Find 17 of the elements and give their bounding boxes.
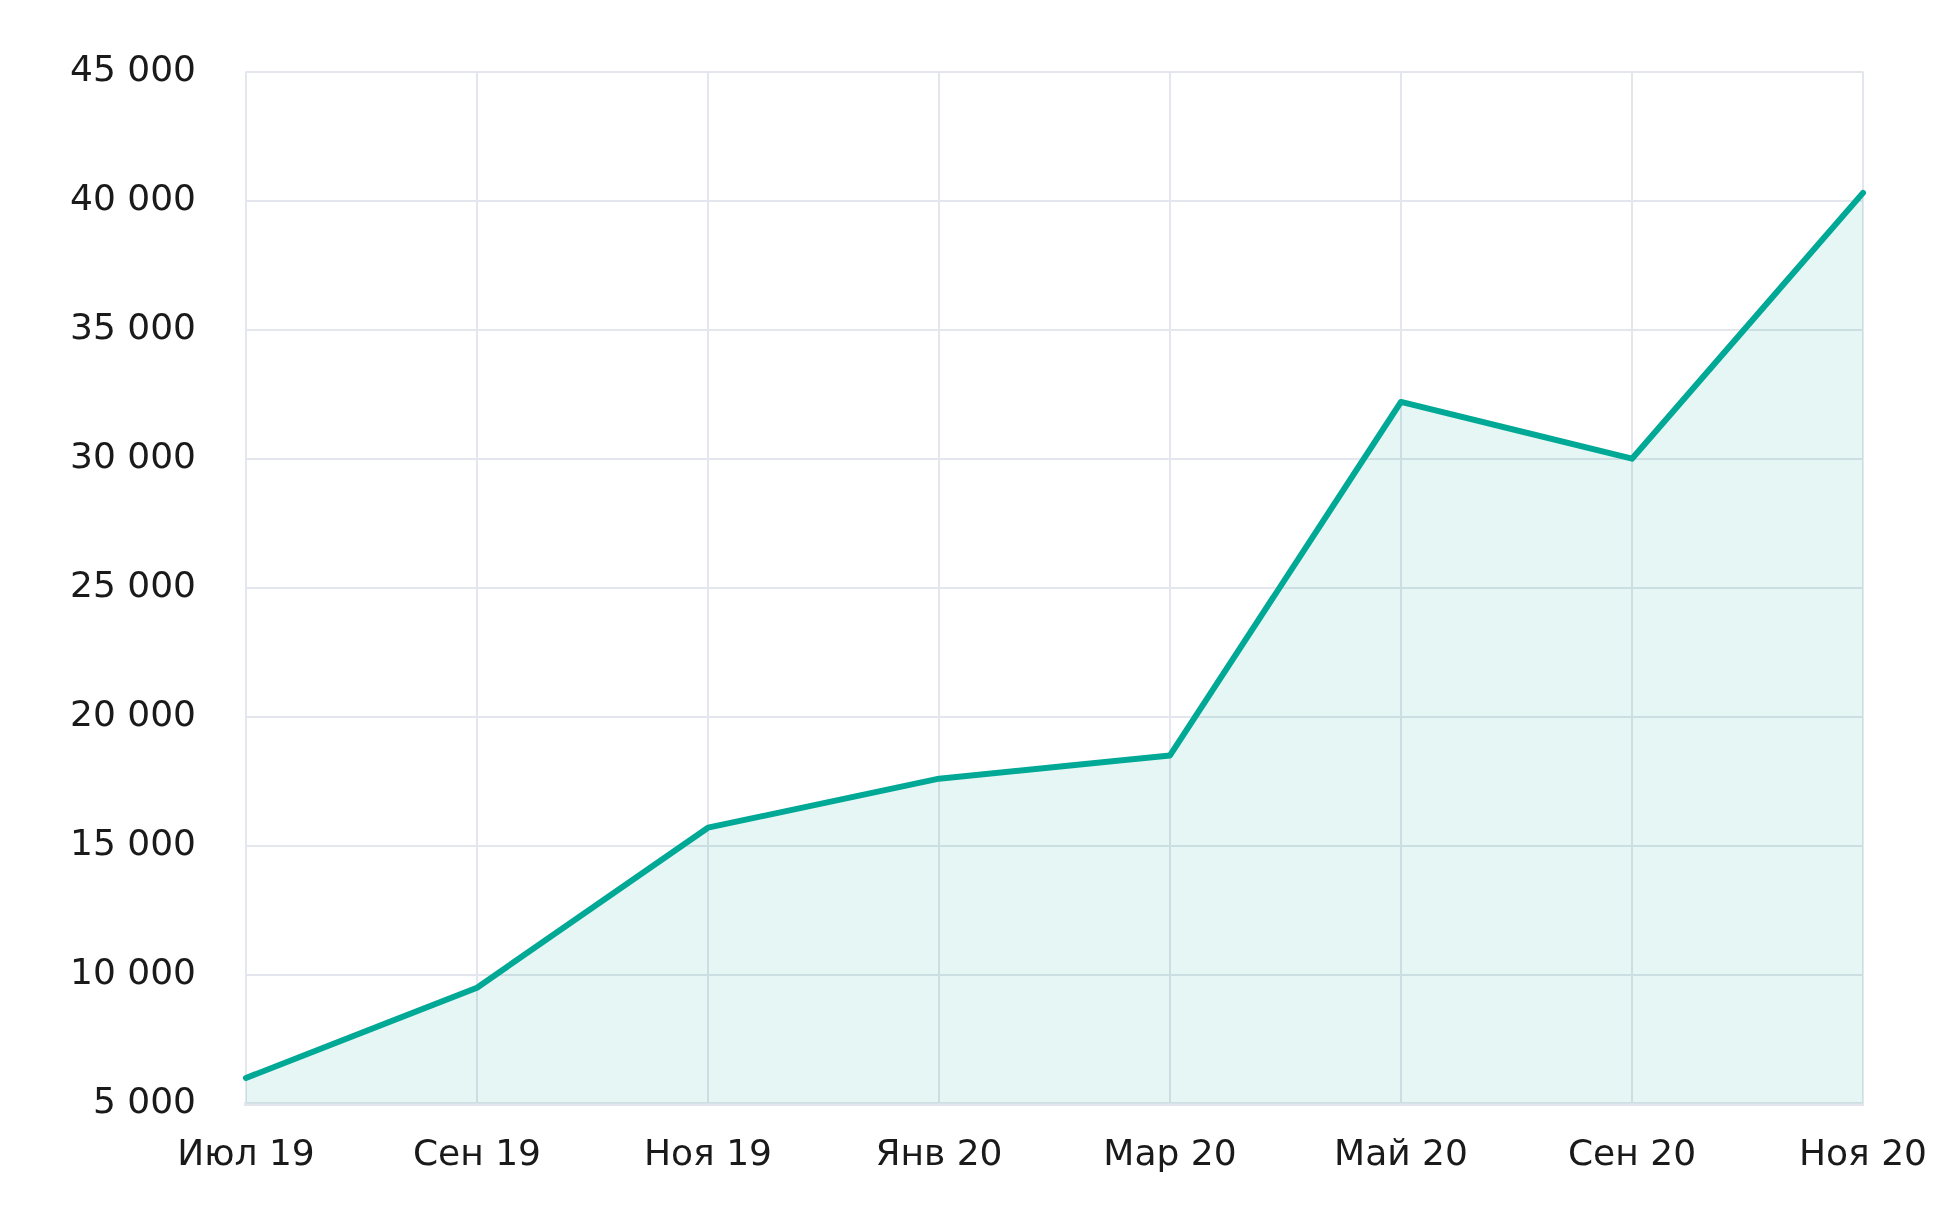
x-tick-label: Янв 20 xyxy=(875,1131,1003,1173)
x-tick-label: Сен 20 xyxy=(1567,1131,1697,1173)
x-tick-label: Июл 19 xyxy=(177,1131,315,1173)
y-tick-label: 30 000 xyxy=(70,435,196,477)
x-tick-label: Мар 20 xyxy=(1103,1131,1237,1173)
y-tick-label: 25 000 xyxy=(70,564,196,606)
x-tick-label: Ноя 20 xyxy=(1798,1131,1928,1173)
y-tick-label: 20 000 xyxy=(70,693,196,735)
x-tick-label: Ноя 19 xyxy=(643,1131,772,1173)
y-tick-label: 5 000 xyxy=(92,1080,196,1122)
y-tick-label: 10 000 xyxy=(70,951,196,993)
y-tick-label: 15 000 xyxy=(70,822,196,864)
y-tick-label: 40 000 xyxy=(70,176,196,218)
x-tick-label: Май 20 xyxy=(1334,1131,1468,1173)
y-tick-label: 45 000 xyxy=(70,47,196,89)
x-tick-label: Сен 19 xyxy=(412,1131,542,1173)
y-tick-label: 35 000 xyxy=(70,306,196,348)
